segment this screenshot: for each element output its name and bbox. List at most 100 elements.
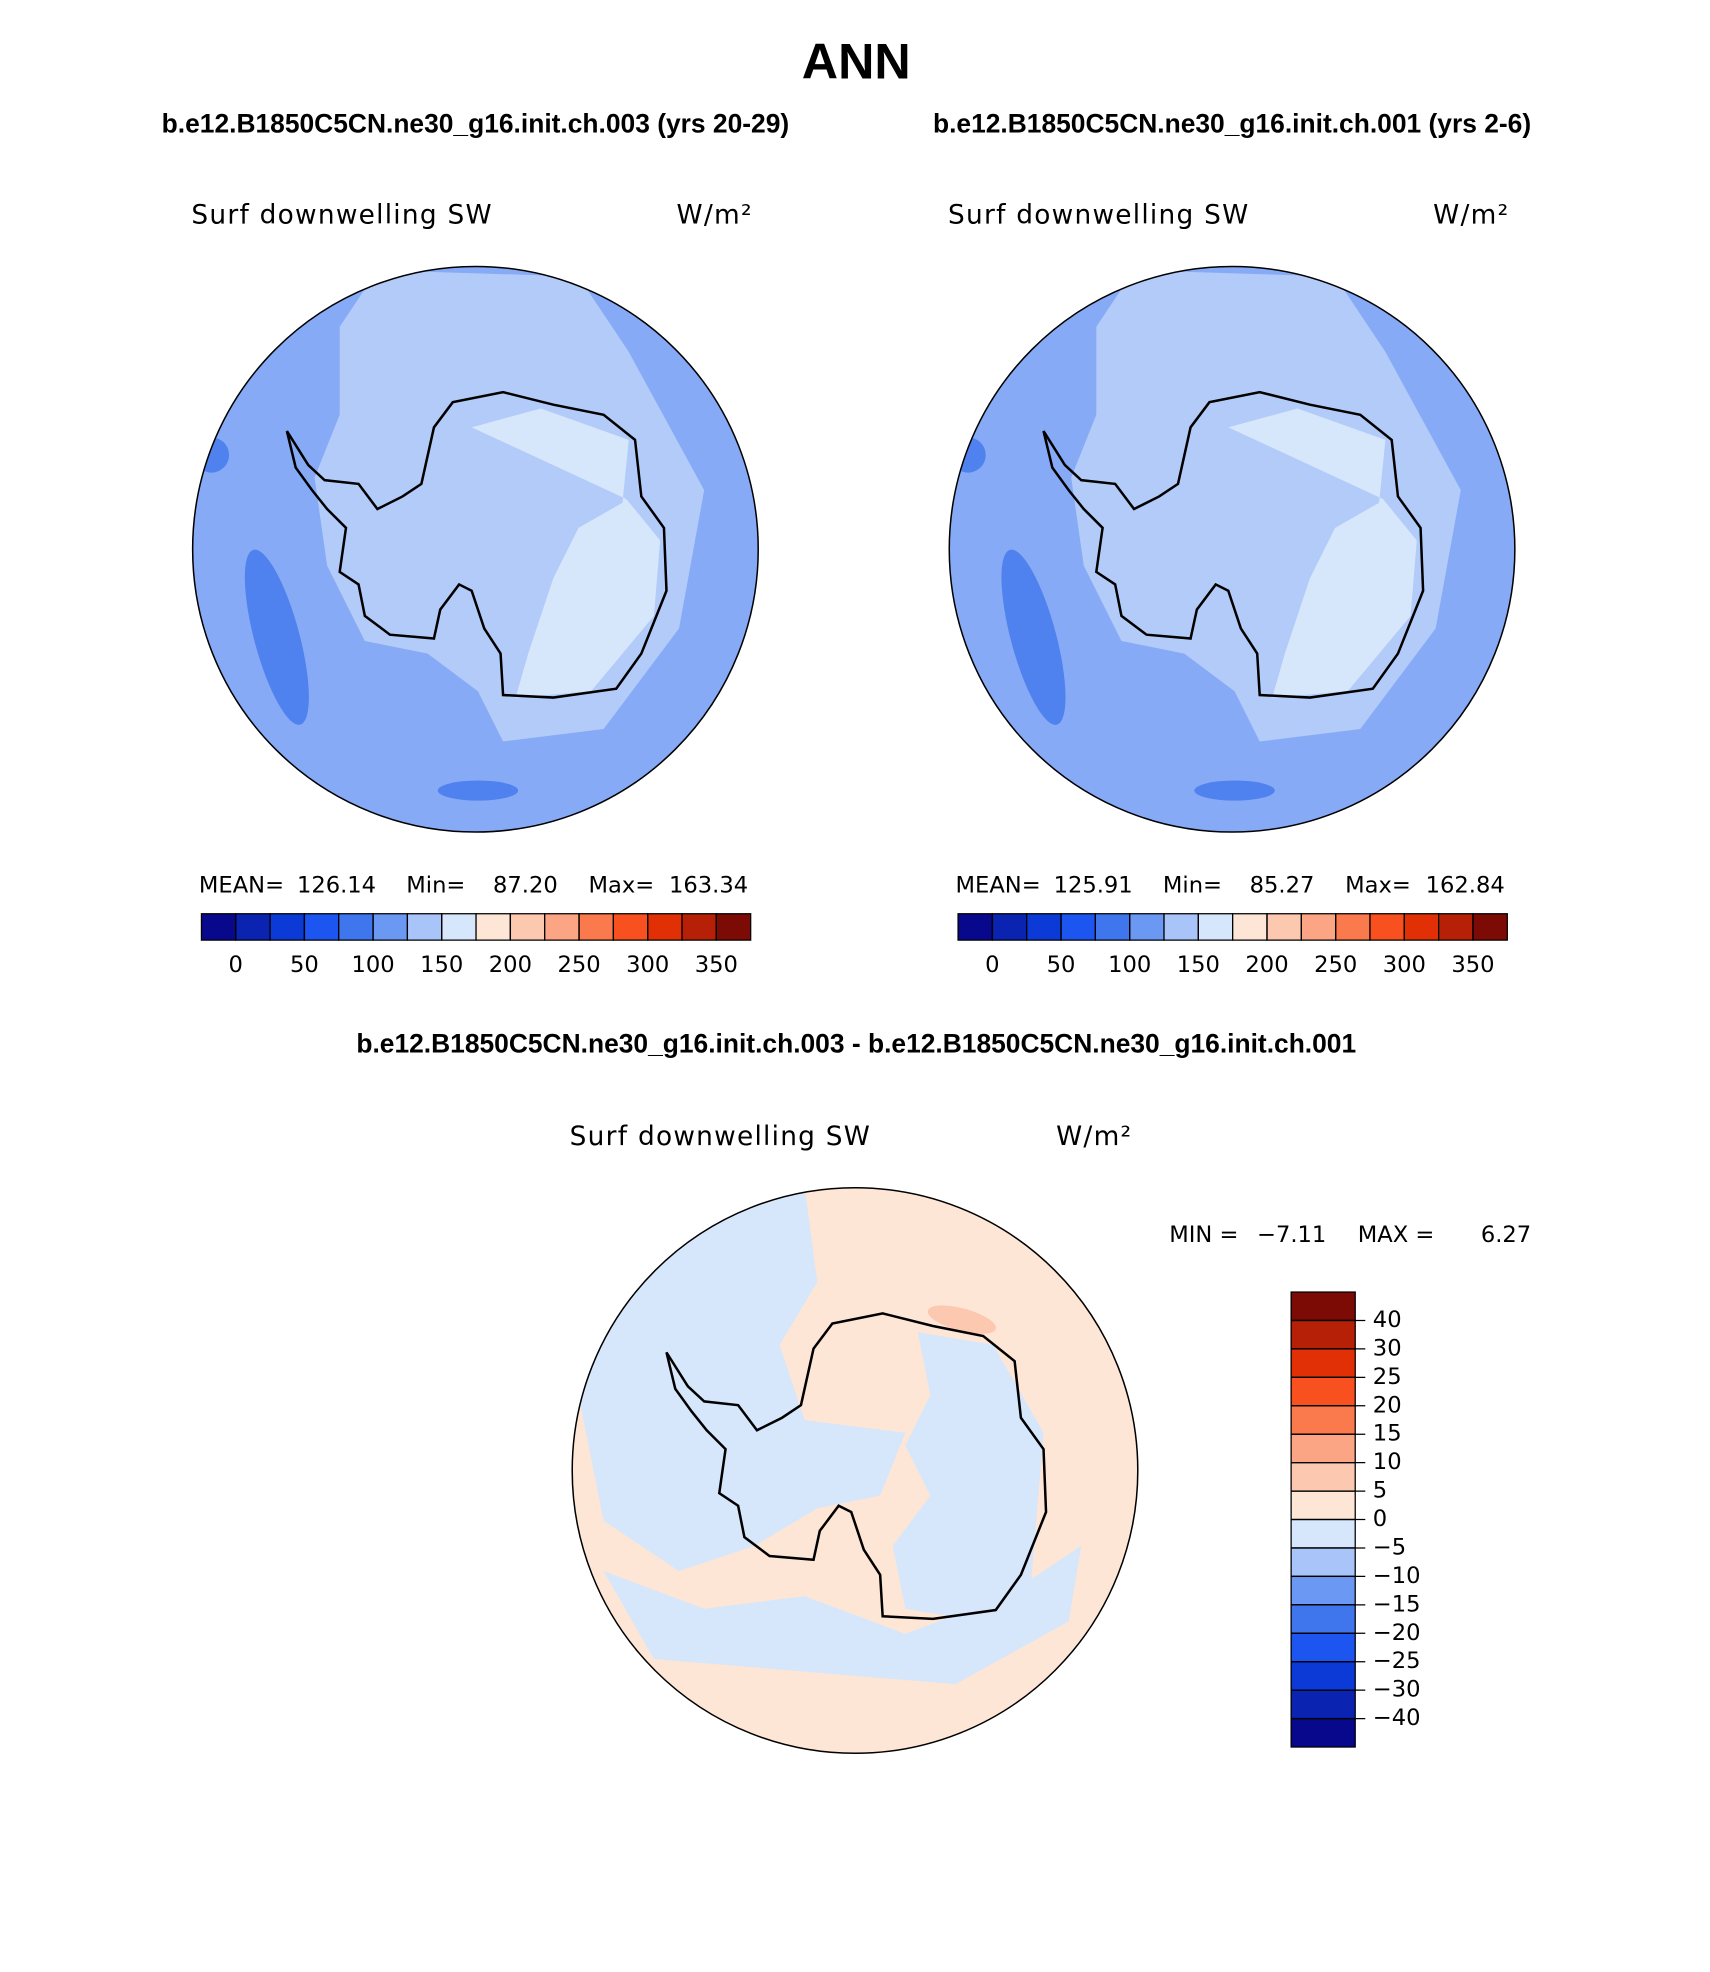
map-border <box>191 265 759 833</box>
figure-title: ANN <box>802 33 911 90</box>
coastline <box>665 1312 1048 1621</box>
colorbar-box <box>1026 913 1062 941</box>
map-region <box>927 1305 996 1334</box>
colorbar-box <box>1197 913 1234 941</box>
stat-value: 162.84 <box>1426 873 1505 899</box>
stat-label: MAX = <box>1358 1222 1435 1248</box>
map <box>572 1187 1138 1754</box>
colorbar-label: 10 <box>1373 1449 1402 1475</box>
colorbar-label: −25 <box>1373 1648 1421 1674</box>
colorbar-box <box>1290 1462 1356 1492</box>
stat-label: MEAN= <box>956 873 1041 899</box>
stat-value: 6.27 <box>1481 1222 1531 1248</box>
colorbar-box <box>1060 913 1097 941</box>
map-region <box>244 549 309 725</box>
colorbar-label: 150 <box>1177 952 1220 978</box>
stat-label: Max= <box>589 873 655 899</box>
colorbar-box <box>1290 1376 1356 1407</box>
colorbar-label: 0 <box>1373 1506 1387 1532</box>
colorbar-label: 250 <box>1314 952 1357 978</box>
coastline <box>1042 390 1425 699</box>
colorbar-box <box>372 913 409 941</box>
colorbar-box <box>647 913 683 941</box>
colorbar-label: 250 <box>557 952 600 978</box>
coastline <box>285 390 668 699</box>
colorbar-label: 20 <box>1373 1392 1402 1418</box>
colorbar-box <box>1290 1405 1356 1435</box>
colorbar-box <box>338 913 374 941</box>
colorbar-label: 300 <box>1383 952 1426 978</box>
colorbar-label: −15 <box>1373 1591 1421 1617</box>
colorbar-box <box>1290 1490 1356 1521</box>
colorbar-label: 40 <box>1373 1307 1402 1333</box>
variable-name: Surf downwelling SW <box>570 1122 871 1152</box>
colorbar-box <box>957 913 994 941</box>
panel-subtitle: b.e12.B1850C5CN.ne30_g16.init.ch.003 - b… <box>356 1029 1356 1059</box>
colorbar-box <box>1290 1291 1356 1322</box>
colorbar-label: 30 <box>1373 1335 1402 1361</box>
stat-value: 126.14 <box>297 873 376 899</box>
stat-label: MIN = <box>1169 1222 1238 1248</box>
map-region <box>603 1545 1082 1685</box>
colorbar-box <box>441 913 477 941</box>
map-region <box>1228 408 1417 698</box>
colorbar-box <box>1369 913 1405 941</box>
colorbar-box <box>1290 1689 1356 1720</box>
colorbar-box <box>1290 1433 1356 1464</box>
colorbar-box <box>1300 913 1337 941</box>
colorbar-box <box>475 913 512 941</box>
units: W/m² <box>1056 1122 1132 1152</box>
map-region <box>1194 780 1275 801</box>
colorbar-box <box>578 913 614 941</box>
colorbar-box <box>509 913 546 941</box>
colorbar-box <box>1290 1575 1356 1606</box>
map-region <box>437 780 519 801</box>
colorbar-box <box>1266 913 1302 941</box>
colorbar-label: 350 <box>695 952 738 978</box>
colorbar-label: −40 <box>1373 1705 1421 1731</box>
colorbar-box <box>1094 913 1131 941</box>
colorbar-label: 5 <box>1373 1478 1387 1504</box>
colorbar-box <box>1290 1661 1356 1691</box>
colorbar-label: 25 <box>1373 1364 1402 1390</box>
colorbar-box <box>1290 1717 1356 1748</box>
colorbar-box <box>269 913 306 941</box>
panel-subtitle: b.e12.B1850C5CN.ne30_g16.init.ch.003 (yr… <box>162 109 789 139</box>
map <box>949 266 1515 833</box>
colorbar-box <box>200 913 237 941</box>
stat-label: Min= <box>1163 873 1222 899</box>
colorbar-box <box>1290 1604 1356 1634</box>
colorbar-box <box>1290 1632 1356 1663</box>
stat-value: 87.20 <box>493 873 558 899</box>
colorbar-box <box>681 913 717 941</box>
colorbar-label: 150 <box>420 952 463 978</box>
stat-value: 85.27 <box>1250 873 1315 899</box>
colorbar-box <box>1438 913 1474 941</box>
stat-label: Max= <box>1345 873 1411 899</box>
colorbar-label: −10 <box>1373 1563 1421 1589</box>
panel-subtitle: b.e12.B1850C5CN.ne30_g16.init.ch.001 (yr… <box>933 109 1531 139</box>
colorbar-box <box>1129 913 1165 941</box>
colorbar-box <box>1290 1319 1356 1350</box>
map-region <box>892 1332 1044 1622</box>
colorbar-label: −5 <box>1373 1534 1406 1560</box>
colorbar-box <box>1335 913 1371 941</box>
colorbar-label: 200 <box>489 952 532 978</box>
variable-name: Surf downwelling SW <box>948 201 1249 231</box>
colorbar-label: 200 <box>1245 952 1288 978</box>
units: W/m² <box>1433 201 1509 231</box>
colorbar-box <box>1163 913 1199 941</box>
map-region <box>1001 549 1066 725</box>
map-region <box>471 408 661 698</box>
colorbar-label: 100 <box>351 952 394 978</box>
colorbar-label: 350 <box>1451 952 1494 978</box>
map-region <box>578 1187 906 1572</box>
colorbar-box <box>1290 1348 1356 1378</box>
colorbar-box <box>1290 1518 1356 1549</box>
colorbar-label: 100 <box>1108 952 1151 978</box>
map-region <box>950 437 986 473</box>
map <box>192 266 759 833</box>
colorbar-box <box>544 913 580 941</box>
colorbar-box <box>1403 913 1440 941</box>
